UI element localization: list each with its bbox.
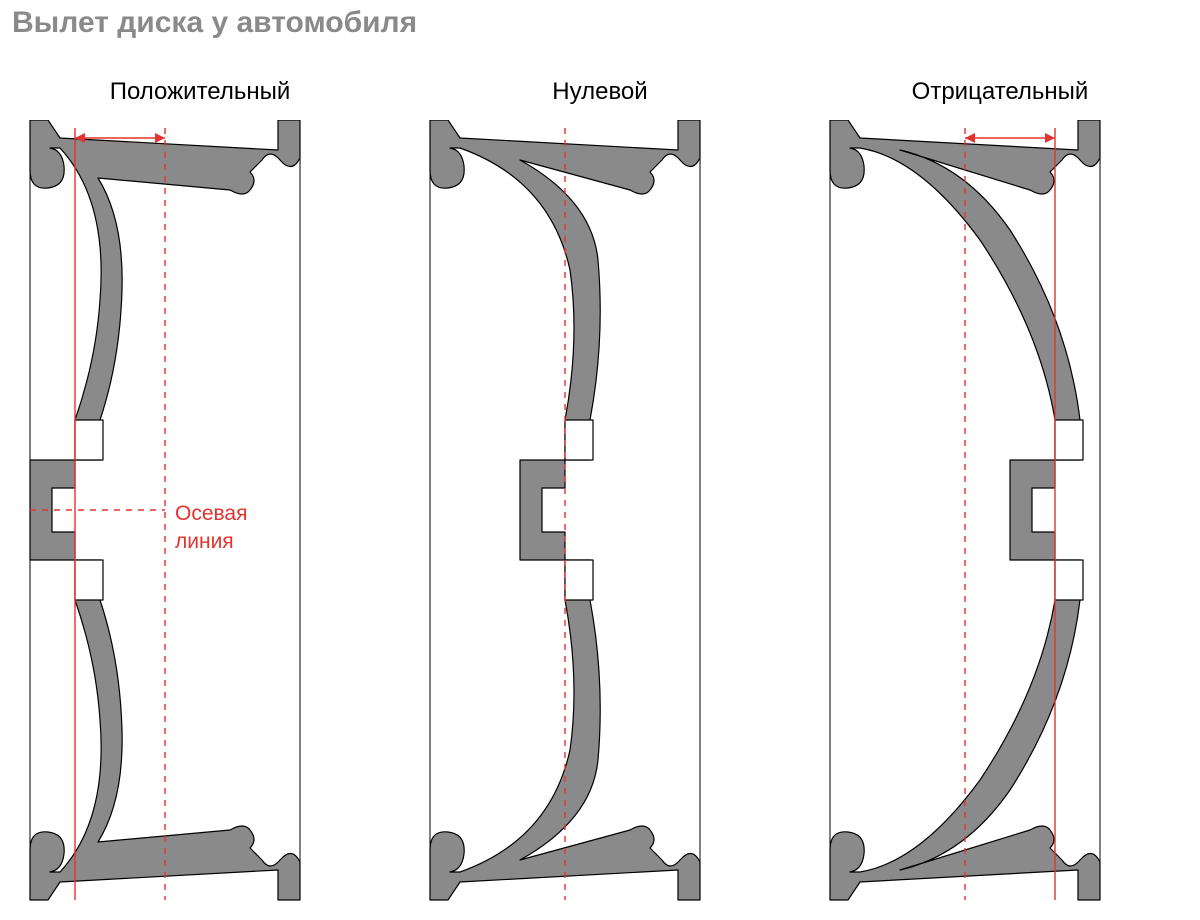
panel-label-positive: Положительный	[0, 78, 400, 106]
notch-bottom	[75, 560, 103, 600]
notch-top	[75, 420, 103, 460]
panel-negative: Отрицательный	[800, 60, 1200, 919]
panels-row: Положительный	[0, 60, 1200, 919]
panel-label-negative: Отрицательный	[800, 78, 1200, 106]
diagram-positive	[0, 120, 330, 920]
panel-zero: Нулевой	[400, 60, 800, 919]
notch-top	[1055, 420, 1083, 460]
notch-top	[565, 420, 593, 460]
offset-arrow	[965, 133, 1055, 143]
panel-positive: Положительный	[0, 60, 400, 919]
notch-bottom	[1055, 560, 1083, 600]
diagram-negative	[800, 120, 1130, 920]
diagram-zero	[400, 120, 730, 920]
axis-label: Осевая линия	[175, 500, 248, 557]
page-title: Вылет диска у автомобиля	[12, 6, 417, 40]
hub-section	[1010, 460, 1055, 560]
notch-bottom	[565, 560, 593, 600]
panel-label-zero: Нулевой	[400, 78, 800, 106]
hub-section	[520, 460, 565, 560]
